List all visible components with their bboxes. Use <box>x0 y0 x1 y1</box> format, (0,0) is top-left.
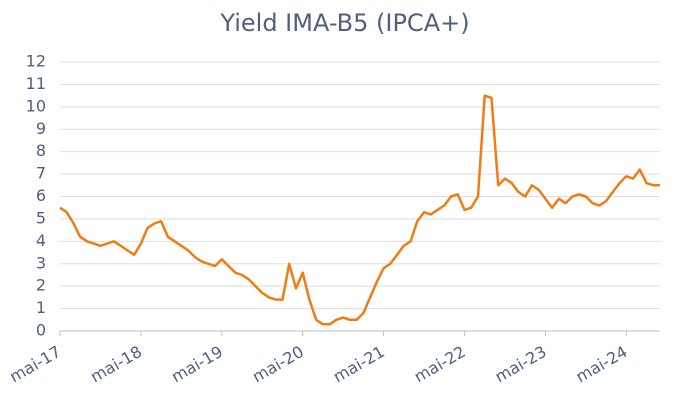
x-tick-label: mai-17 <box>6 342 64 386</box>
y-tick-label: 9 <box>36 119 46 138</box>
y-tick-label: 7 <box>36 164 46 183</box>
x-tick-label: mai-20 <box>249 342 307 386</box>
x-tick-label: mai-18 <box>87 342 145 386</box>
data-line <box>59 94 660 326</box>
y-tick-label: 4 <box>36 231 46 250</box>
x-tick-label: mai-23 <box>492 342 550 386</box>
x-tick-label: mai-24 <box>573 342 631 386</box>
x-tick-label: mai-22 <box>411 342 469 386</box>
y-tick-label: 3 <box>36 253 46 272</box>
y-tick-label: 2 <box>36 276 46 295</box>
y-tick-label: 11 <box>26 74 46 93</box>
y-tick-label: 5 <box>36 208 46 227</box>
chart-title: Yield IMA-B5 (IPCA+) <box>219 9 469 37</box>
y-tick-label: 12 <box>26 52 46 71</box>
y-tick-label: 8 <box>36 141 46 160</box>
x-tick-label: mai-19 <box>168 342 226 386</box>
x-tick-label: mai-21 <box>330 342 388 386</box>
y-tick-label: 1 <box>36 298 46 317</box>
y-tick-label: 6 <box>36 186 46 205</box>
y-tick-label: 0 <box>36 321 46 340</box>
y-tick-label: 10 <box>26 96 46 115</box>
